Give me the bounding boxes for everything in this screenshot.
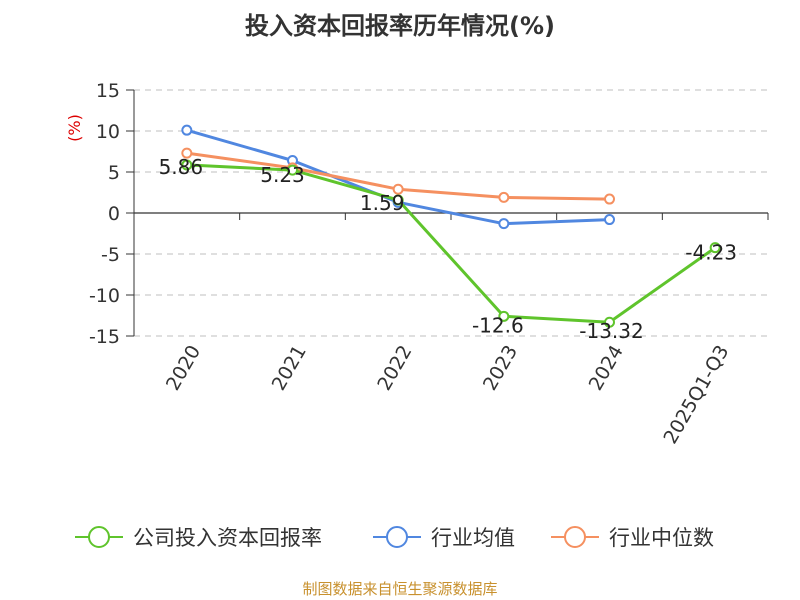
data-label: -12.6 (472, 313, 524, 337)
data-point-0 (709, 242, 721, 254)
data-point-1 (498, 218, 510, 230)
legend-label: 公司投入资本回报率 (133, 526, 322, 550)
x-tick-label: 2020 (162, 342, 205, 395)
data-label: -13.32 (579, 319, 643, 343)
y-tick-label: 5 (108, 162, 120, 184)
y-tick-label: -15 (89, 326, 120, 348)
data-source-note: 制图数据来自恒生聚源数据库 (302, 580, 498, 598)
data-label: 5.86 (159, 155, 204, 179)
series-line-0 (186, 163, 717, 324)
legend-label: 行业中位数 (609, 526, 714, 550)
x-tick-label: 2025Q1-Q3 (659, 342, 733, 448)
x-tick-label: 2024 (585, 342, 628, 395)
chart-title: 投入资本回报率历年情况(%) (245, 12, 555, 40)
y-tick-label: 10 (96, 121, 120, 143)
data-label: 1.59 (360, 191, 405, 215)
data-point-0 (498, 310, 510, 322)
data-point-0 (392, 194, 404, 206)
legend-marker (88, 526, 110, 548)
data-point-0 (287, 164, 298, 176)
data-point-2 (392, 183, 404, 195)
legend-label: 行业均值 (431, 526, 515, 550)
data-point-0 (604, 316, 615, 328)
legend-marker (564, 526, 586, 548)
data-point-2 (604, 193, 615, 205)
y-axis-label: (%) (65, 114, 84, 142)
data-point-0 (181, 159, 193, 171)
data-label: 5.23 (260, 163, 305, 187)
x-tick-label: 2021 (268, 342, 311, 395)
data-point-1 (604, 214, 615, 226)
x-tick-label: 2023 (479, 342, 522, 395)
data-label: -4.23 (685, 241, 737, 265)
y-tick-label: 0 (108, 203, 120, 225)
y-tick-label: -10 (89, 285, 120, 307)
legend-marker (386, 526, 408, 548)
x-tick-label: 2022 (373, 342, 416, 395)
data-point-1 (181, 124, 193, 136)
data-point-2 (498, 191, 510, 203)
y-tick-label: 15 (96, 80, 120, 102)
data-point-2 (181, 147, 193, 159)
y-tick-label: -5 (101, 244, 120, 266)
